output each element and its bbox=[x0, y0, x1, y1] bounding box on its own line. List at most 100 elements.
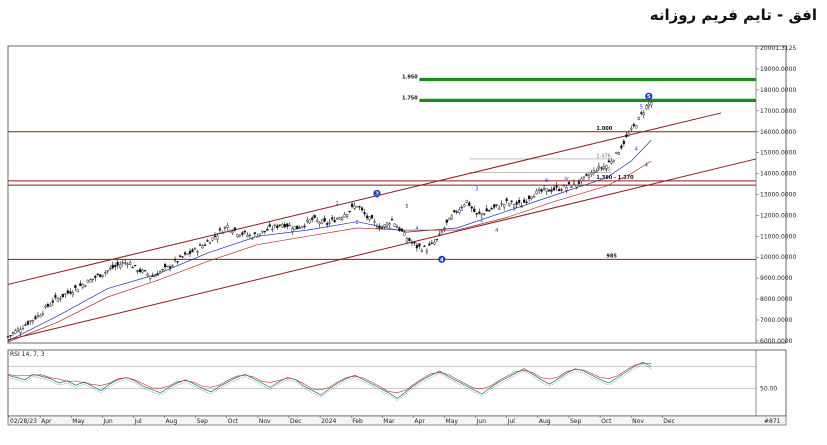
candle-body bbox=[645, 105, 648, 110]
candle-body bbox=[420, 250, 423, 252]
candle-body bbox=[532, 196, 536, 198]
candle-body bbox=[443, 227, 446, 230]
candle-body bbox=[216, 235, 219, 240]
candle-body bbox=[178, 255, 182, 257]
candle-body bbox=[341, 217, 344, 220]
time-tick-label: Oct bbox=[601, 418, 612, 425]
candle-body bbox=[104, 272, 107, 274]
wave-label: 3 bbox=[475, 186, 478, 192]
rsi-line bbox=[7, 361, 652, 399]
candle-body bbox=[46, 304, 49, 307]
candle-body bbox=[316, 219, 319, 222]
wave-label: 5 bbox=[640, 105, 643, 111]
candle-body bbox=[94, 276, 97, 278]
moving-average-line bbox=[7, 139, 652, 342]
candle-body bbox=[567, 181, 571, 185]
candle-body bbox=[208, 242, 212, 244]
candle-body bbox=[408, 238, 411, 242]
candle-body bbox=[592, 170, 596, 173]
rsi-title: RSI 14, 7, 3 bbox=[10, 351, 45, 358]
candle-body bbox=[168, 266, 172, 269]
candle-body bbox=[236, 234, 239, 237]
candle-body bbox=[363, 212, 366, 215]
candle-body bbox=[54, 294, 57, 298]
candle-body bbox=[490, 208, 493, 210]
candle-body bbox=[453, 210, 456, 213]
candle-body bbox=[647, 103, 650, 107]
price-tick-label: 9000.0000 bbox=[760, 275, 793, 282]
candle-body bbox=[525, 201, 528, 203]
footer-value: #871 bbox=[764, 418, 781, 425]
candle-body bbox=[241, 232, 244, 235]
candle-body bbox=[385, 222, 389, 227]
candle-body bbox=[191, 249, 194, 253]
candle-body bbox=[99, 274, 102, 278]
wave-label: 3 bbox=[375, 191, 379, 197]
rsi-fast-line bbox=[7, 364, 652, 401]
candle-body bbox=[51, 300, 54, 303]
candle-body bbox=[69, 291, 72, 294]
candle-body bbox=[343, 214, 346, 218]
candle-body bbox=[39, 315, 42, 318]
chart-frame bbox=[7, 45, 787, 426]
candle-body bbox=[86, 279, 89, 283]
candle-body bbox=[612, 159, 615, 162]
time-tick-label: Sep bbox=[570, 418, 582, 425]
channel-line bbox=[7, 158, 757, 341]
candle-body bbox=[358, 206, 361, 208]
candle-body bbox=[560, 189, 563, 191]
candle-body bbox=[395, 226, 399, 229]
rsi-signal-line bbox=[7, 363, 652, 394]
candle-body bbox=[24, 324, 27, 326]
candle-body bbox=[296, 225, 299, 230]
candle-body bbox=[637, 116, 640, 120]
time-tick-label: Apr bbox=[414, 418, 425, 425]
candle-body bbox=[582, 176, 586, 178]
trend-channel bbox=[7, 112, 757, 341]
candle-body bbox=[34, 316, 37, 320]
candle-body bbox=[196, 251, 199, 253]
candle-body bbox=[198, 244, 202, 246]
candle-body bbox=[602, 166, 606, 169]
wave-label: 3 bbox=[375, 194, 378, 200]
candle-body bbox=[49, 304, 52, 307]
candle-body bbox=[570, 186, 573, 188]
candle-body bbox=[540, 189, 543, 192]
time-tick-label: Jun bbox=[476, 418, 487, 425]
candle-body bbox=[448, 217, 451, 221]
candle-body bbox=[627, 133, 630, 136]
candle-body bbox=[154, 274, 157, 278]
candle-body bbox=[79, 283, 82, 286]
wave-label: 5 bbox=[405, 204, 408, 210]
candle-body bbox=[193, 247, 197, 250]
candle-body bbox=[89, 279, 92, 283]
candle-body bbox=[530, 196, 533, 199]
candle-body bbox=[273, 224, 276, 226]
price-tick-label: 20001.3125 bbox=[760, 45, 796, 52]
price-tick-label: 19000.0000 bbox=[760, 66, 796, 73]
candle-body bbox=[206, 240, 209, 242]
candle-body bbox=[552, 187, 556, 191]
candle-body bbox=[64, 293, 67, 295]
candle-body bbox=[425, 250, 428, 253]
candle-body bbox=[176, 261, 179, 263]
candle-body bbox=[226, 225, 229, 228]
wave-label: 4 bbox=[495, 228, 498, 234]
candle-body bbox=[355, 206, 359, 208]
candle-body bbox=[109, 268, 112, 270]
candle-body bbox=[370, 215, 374, 219]
wave-circle bbox=[645, 92, 653, 100]
candle-body bbox=[323, 218, 326, 222]
candle-body bbox=[56, 297, 59, 302]
time-tick-label: Apr bbox=[41, 418, 52, 425]
time-tick-label: Feb bbox=[352, 418, 363, 425]
wave-label: 2 bbox=[355, 220, 358, 226]
candle-body bbox=[156, 273, 159, 276]
candle-body bbox=[575, 184, 578, 188]
wave-label: iv bbox=[564, 176, 568, 182]
wave-label: 1 bbox=[336, 201, 339, 207]
candle-body bbox=[313, 215, 316, 218]
candle-body bbox=[283, 223, 286, 228]
candle-body bbox=[378, 225, 381, 229]
candle-body bbox=[6, 336, 10, 338]
